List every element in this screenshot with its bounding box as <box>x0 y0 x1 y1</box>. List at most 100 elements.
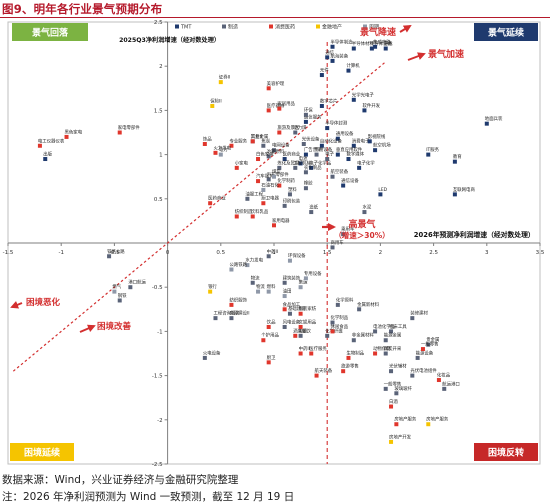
data-point <box>218 152 223 157</box>
data-point <box>325 126 330 131</box>
point-label: 炼化及贸易 <box>277 159 299 166</box>
point-label: 家居用品 <box>277 100 295 107</box>
data-point <box>298 351 303 356</box>
point-label: 饮品 <box>267 318 276 325</box>
point-label: 房地产服务 <box>394 416 417 423</box>
data-point <box>335 152 340 157</box>
data-point <box>319 143 324 148</box>
data-point <box>351 338 356 343</box>
data-point <box>261 201 266 206</box>
title-bar: 图9、明年各行业景气预期分布 <box>0 0 550 18</box>
point-label: 工程咨询服务 <box>213 310 240 317</box>
point-label: 医药商业 <box>208 195 226 202</box>
data-point <box>261 143 266 148</box>
annotation-improve-label: 困境改善 <box>97 321 132 332</box>
point-label: 白酒 <box>389 398 398 405</box>
x-tick-label: -1.5 <box>3 250 14 256</box>
point-label: 影视院线 <box>368 133 386 140</box>
point-label: 白色家电 <box>256 151 274 158</box>
point-label: 电机 <box>299 327 308 334</box>
data-point <box>303 186 308 191</box>
data-point <box>335 136 340 141</box>
legend-swatch <box>363 24 367 29</box>
point-label: LED <box>378 187 387 193</box>
data-point <box>314 373 319 378</box>
data-point <box>394 422 399 427</box>
point-label: 商用车 <box>331 239 345 246</box>
quadrant-bottom-left-label: 困境延续 <box>24 447 60 459</box>
point-label: 燃气 <box>112 283 121 290</box>
point-label: 风电设备 <box>283 318 301 325</box>
point-label: 航运港口 <box>442 380 460 387</box>
y-tick-label: 2 <box>159 64 163 70</box>
data-point <box>117 298 122 303</box>
point-label: 橡胶 <box>304 180 313 187</box>
point-label: 专用设备 <box>304 270 322 277</box>
data-point <box>37 143 42 148</box>
point-label: 塑料 <box>288 186 297 193</box>
data-point <box>277 106 282 111</box>
data-point <box>261 338 266 343</box>
point-label: 煤炭 <box>272 168 281 175</box>
data-point <box>335 302 340 307</box>
x-tick-label: -0.5 <box>109 250 120 256</box>
data-point <box>362 210 367 215</box>
point-label: 光伏设备 <box>302 135 320 142</box>
axes-layer: -1.5-1-0.500.511.522.533.52.521.510.5-0.… <box>3 20 545 468</box>
data-point <box>277 165 282 170</box>
data-point <box>319 103 324 108</box>
point-label: 农化制品 <box>304 164 322 171</box>
data-point <box>128 285 133 290</box>
data-point <box>330 58 335 63</box>
legend-swatch <box>316 24 320 29</box>
point-label: 数字芯片 <box>320 97 338 104</box>
point-label: 纺织制造 <box>235 208 253 215</box>
data-point <box>266 86 271 91</box>
point-label: 计算机 <box>346 62 360 69</box>
data-point <box>282 280 287 285</box>
point-label: 玻璃玻纤 <box>394 385 412 392</box>
point-label: 金属新材料 <box>357 301 380 308</box>
data-point <box>256 289 261 294</box>
point-label: 动力煤 <box>293 124 307 131</box>
data-point <box>229 302 234 307</box>
point-label: 医药商业 <box>283 151 301 158</box>
data-point <box>266 254 271 259</box>
point-label: 水泥 <box>362 204 371 211</box>
data-point <box>208 289 213 294</box>
point-label: 港口航运 <box>128 279 146 286</box>
data-point <box>287 258 292 263</box>
point-label: 一般零售 <box>384 380 402 387</box>
point-label: 贸易II <box>251 133 262 140</box>
data-point <box>298 311 303 316</box>
point-label: 个护用品 <box>261 332 279 339</box>
data-point <box>266 154 271 159</box>
point-label: 电工仪器仪表 <box>38 137 65 144</box>
points-layer: 半导体制造 半导体材料半导体设备集成电路游戏通信航海装备计算机元件光学光电子软件开… <box>37 38 503 444</box>
data-point <box>208 201 213 206</box>
data-point <box>309 165 314 170</box>
data-point <box>373 351 378 356</box>
point-label: 航海装备 <box>331 52 349 59</box>
point-label: 乘用车 <box>341 226 355 233</box>
arrow-improve <box>79 324 96 333</box>
data-point <box>256 157 261 162</box>
point-label: 石油石化 <box>261 181 279 188</box>
data-point <box>107 254 112 259</box>
point-label: 工业金属 <box>251 133 269 140</box>
point-label: 游戏 <box>384 40 393 47</box>
quadrant-top-right-bg <box>474 23 538 41</box>
point-label: 旅游零售 <box>341 363 359 370</box>
data-point <box>282 294 287 299</box>
data-point <box>266 177 271 182</box>
data-point <box>298 161 303 166</box>
point-label: 互联网电商 <box>453 186 476 193</box>
data-point <box>420 347 425 352</box>
data-point <box>309 210 314 215</box>
arrow-worsen <box>10 301 23 309</box>
point-label: 家用电器 <box>272 217 290 224</box>
point-label: 黑色家电 <box>65 128 83 135</box>
y-tick-label: 0.5 <box>154 197 163 203</box>
data-point <box>272 148 276 153</box>
data-point <box>266 289 271 294</box>
